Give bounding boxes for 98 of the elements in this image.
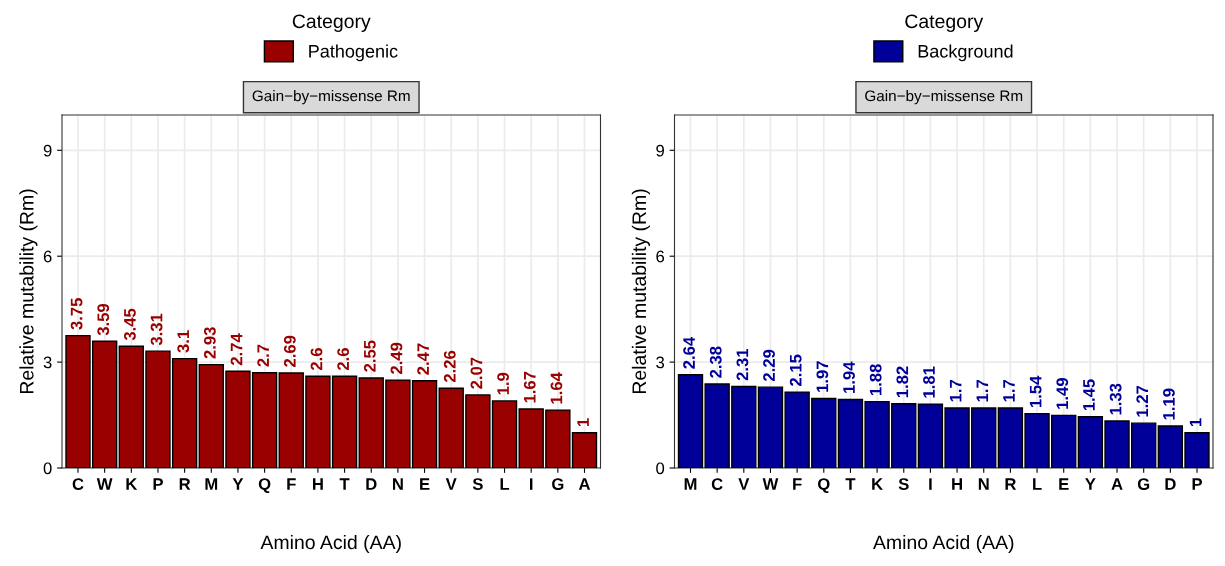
x-tick-label: Y — [232, 478, 244, 490]
data-label: 1.54 — [1029, 375, 1042, 408]
data-label: 1.64 — [550, 372, 563, 404]
x-tick-label: L — [500, 478, 510, 490]
data-label: 1.67 — [523, 371, 536, 403]
x-tick-label: L — [1033, 478, 1042, 490]
data-label: 2.69 — [283, 335, 296, 367]
x-tick-label: W — [96, 478, 113, 490]
x-tick-label: A — [578, 478, 591, 490]
data-label: 1.49 — [1056, 378, 1069, 409]
data-label: 1.81 — [923, 366, 935, 398]
x-tick-label: F — [793, 478, 802, 490]
x-tick-label: R — [179, 478, 191, 490]
x-tick-label: G — [552, 478, 564, 490]
y-tick-label: 0 — [656, 462, 665, 475]
data-label: 2.6 — [310, 348, 323, 371]
data-label: 2.7 — [257, 344, 269, 367]
chart-title: Gain−by−missense Rm — [252, 90, 410, 105]
data-label: 1.88 — [869, 364, 882, 396]
data-label: 1.33 — [1109, 383, 1122, 415]
legend-title: Category — [292, 14, 371, 33]
x-tick-label: C — [72, 478, 84, 490]
data-label: 1.19 — [1163, 388, 1175, 420]
legend-title: Category — [905, 14, 984, 33]
data-label: 3.75 — [70, 298, 83, 330]
x-tick-label: Y — [1085, 478, 1096, 490]
data-label: 1.27 — [1136, 385, 1148, 417]
data-label: 1 — [1189, 418, 1202, 427]
x-tick-label: M — [684, 478, 697, 490]
x-tick-label: I — [929, 478, 932, 490]
data-label: 2.93 — [203, 327, 216, 359]
y-tick-label: 9 — [656, 144, 664, 157]
data-label: 1.7 — [1003, 380, 1015, 402]
y-tick-label: 0 — [43, 462, 52, 475]
data-label: 2.74 — [230, 333, 243, 366]
x-tick-label: D — [1165, 478, 1176, 490]
x-axis-title: Amino Acid (AA) — [260, 534, 401, 554]
y-axis-title: Relative mutability (Rm) — [631, 189, 650, 394]
x-tick-label: N — [978, 478, 989, 490]
x-tick-label: S — [472, 478, 483, 490]
data-label: 2.6 — [337, 348, 350, 371]
x-tick-label: C — [711, 478, 723, 490]
data-label: 1.94 — [843, 361, 855, 393]
x-tick-label: S — [898, 478, 909, 490]
data-label: 2.38 — [709, 346, 722, 378]
x-tick-label: G — [1137, 478, 1150, 490]
data-label: 1.7 — [976, 380, 989, 402]
data-label: 3.59 — [97, 303, 110, 336]
x-tick-label: D — [366, 478, 377, 490]
x-tick-label: E — [1059, 478, 1069, 490]
legend-label: Background — [918, 44, 1013, 62]
x-tick-label: Q — [817, 478, 830, 494]
x-tick-label: H — [952, 478, 962, 490]
x-tick-label: I — [529, 478, 533, 490]
data-label: 2.26 — [443, 350, 456, 383]
y-tick-label: 3 — [43, 356, 52, 369]
x-tick-label: K — [126, 478, 138, 490]
data-label: 3.31 — [150, 313, 163, 346]
data-label: 1.82 — [896, 366, 909, 398]
data-label: 1.9 — [497, 372, 509, 395]
x-tick-label: P — [1192, 478, 1202, 490]
chart-title: Gain−by−missense Rm — [865, 90, 1023, 105]
x-tick-label: V — [445, 478, 457, 490]
data-label: 1.7 — [949, 380, 962, 402]
y-tick-label: 6 — [43, 250, 52, 263]
data-label: 1.97 — [816, 361, 829, 392]
x-tick-label: M — [205, 478, 218, 490]
data-label: 2.07 — [470, 357, 483, 389]
data-label: 2.64 — [683, 336, 695, 369]
x-tick-label: W — [762, 478, 779, 490]
legend-label: Pathogenic — [309, 44, 398, 62]
data-label: 2.15 — [789, 354, 802, 386]
data-label: 3.45 — [123, 308, 136, 341]
data-label: 3.1 — [177, 330, 190, 353]
x-tick-label: K — [872, 478, 883, 490]
data-label: 2.47 — [417, 343, 429, 375]
x-tick-label: R — [1005, 478, 1017, 490]
x-axis-title: Amino Acid (AA) — [873, 534, 1014, 554]
x-tick-label: N — [392, 478, 403, 490]
data-label: 2.31 — [736, 348, 749, 381]
data-label: 1 — [577, 418, 589, 427]
y-axis-title: Relative mutability (Rm) — [19, 189, 38, 394]
y-tick-label: 3 — [656, 356, 665, 369]
x-tick-label: V — [738, 478, 750, 490]
data-label: 1.45 — [1083, 379, 1095, 411]
y-tick-label: 6 — [656, 250, 665, 263]
x-tick-label: T — [845, 478, 856, 490]
data-label: 2.49 — [390, 342, 403, 374]
x-tick-label: P — [153, 478, 163, 490]
x-tick-label: H — [313, 478, 323, 490]
x-tick-label: E — [420, 478, 430, 490]
x-tick-label: Q — [258, 478, 271, 494]
x-tick-label: A — [1111, 478, 1123, 490]
data-label: 2.55 — [363, 340, 376, 372]
y-tick-label: 9 — [43, 144, 52, 157]
x-tick-label: T — [339, 478, 350, 490]
x-tick-label: F — [287, 478, 296, 490]
data-label: 2.29 — [763, 349, 775, 382]
